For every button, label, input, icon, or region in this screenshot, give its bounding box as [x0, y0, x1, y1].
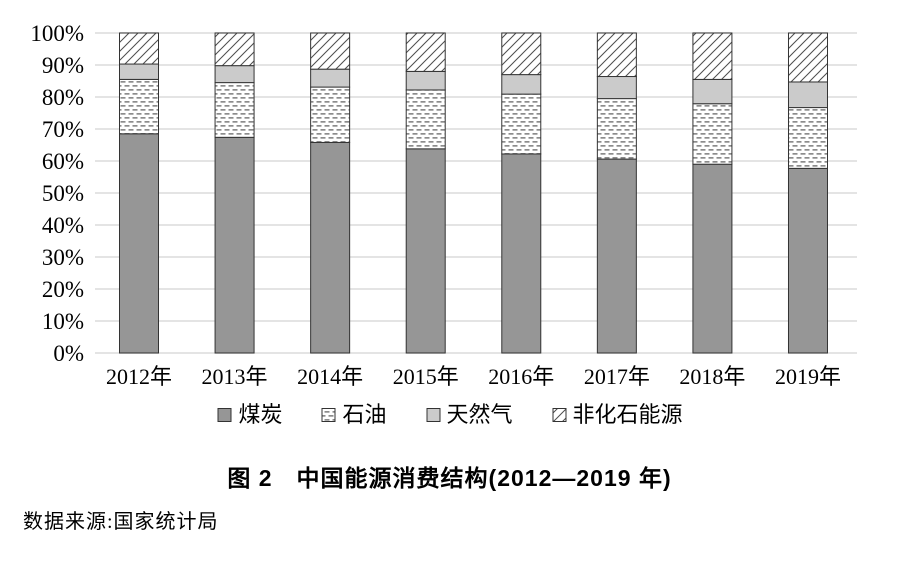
bar-segment-石油-2019年	[787, 107, 828, 169]
bar-segment-非化石能源-2015年	[405, 32, 446, 72]
legend-swatch-solid-lightgray	[426, 408, 440, 422]
bar-segment-天然气-2015年	[405, 70, 446, 91]
bar-segment-天然气-2013年	[214, 65, 255, 84]
y-axis-tick-label: 0%	[53, 341, 84, 366]
legend-item-煤炭: 煤炭	[216, 404, 282, 426]
bar-segment-非化石能源-2017年	[596, 32, 637, 78]
x-axis-tick-label: 2015年	[393, 364, 459, 389]
bar-segment-石油-2016年	[501, 93, 542, 155]
legend-label: 天然气	[446, 402, 513, 427]
x-axis-tick-label: 2019年	[775, 364, 841, 389]
y-axis-tick-label: 80%	[42, 85, 84, 110]
bar-segment-非化石能源-2014年	[310, 32, 351, 70]
legend-swatch-rect	[321, 408, 336, 422]
legend-swatch-solid-gray	[217, 408, 232, 422]
y-axis-tick-label: 100%	[30, 21, 84, 46]
legend-item-石油: 石油	[320, 402, 387, 427]
stacked-bar-chart: 0%10%20%30%40%50%60%70%80%90%100% 2012年 2…	[30, 21, 857, 389]
legend-label: 煤炭	[238, 402, 283, 427]
bars	[119, 32, 828, 354]
y-axis-tick-label: 90%	[42, 53, 84, 78]
bar-segment-非化石能源-2012年	[119, 32, 159, 65]
y-axis-tick-label: 20%	[42, 277, 84, 302]
y-axis-tick-label: 30%	[42, 245, 84, 270]
y-axis-tick-label: 70%	[42, 117, 84, 142]
bar-segment-煤炭-2012年	[119, 133, 159, 354]
y-axis-tick-label: 10%	[42, 309, 84, 334]
bar-segment-天然气-2018年	[692, 78, 733, 105]
bar-segment-煤炭-2015年	[405, 148, 446, 354]
bar-segment-石油-2017年	[596, 98, 637, 160]
bar-segment-天然气-2017年	[596, 76, 637, 100]
bar-segment-天然气-2019年	[787, 81, 828, 109]
bar-segment-煤炭-2019年	[787, 167, 828, 354]
bar-segment-石油-2013年	[214, 82, 255, 138]
x-axis-tick-label: 2018年	[679, 364, 745, 389]
legend-label: 石油	[342, 402, 387, 427]
data-source: 数据来源:国家统计局	[23, 511, 219, 533]
x-axis-labels: 2012年 2013年 2014年 2015年 2016年 2017年 2018年 2019年	[106, 364, 841, 389]
bar-segment-非化石能源-2013年	[214, 32, 255, 67]
bar-segment-石油-2012年	[119, 78, 159, 135]
bar-segment-非化石能源-2019年	[787, 32, 828, 83]
bar-segment-煤炭-2014年	[310, 141, 351, 354]
bar-segment-煤炭-2018年	[692, 163, 733, 354]
x-axis-tick-label: 2017年	[584, 364, 650, 389]
bar-segment-非化石能源-2016年	[501, 32, 542, 76]
chart-legend: 煤炭 石油 天然气 非化石能源	[0, 404, 899, 426]
x-axis-tick-label: 2014年	[297, 364, 363, 389]
legend-swatch-rect	[426, 408, 440, 422]
legend-swatch-dash-pattern	[321, 408, 336, 422]
y-axis-labels: 0% 10% 20% 30% 40% 50% 60% 70% 80% 90% 100%	[30, 21, 84, 366]
bar-segment-天然气-2016年	[501, 74, 542, 95]
y-axis-tick-label: 60%	[42, 149, 84, 174]
x-axis-tick-label: 2016年	[488, 364, 554, 389]
bar-segment-天然气-2012年	[119, 63, 159, 80]
legend-item-非化石能源: 非化石能源	[551, 404, 683, 426]
bar-segment-天然气-2014年	[310, 68, 351, 88]
bar-segment-非化石能源-2018年	[692, 32, 733, 80]
bar-segment-石油-2018年	[692, 103, 733, 165]
x-axis-tick-label: 2012年	[106, 364, 172, 389]
bar-segment-煤炭-2013年	[214, 136, 255, 354]
bar-segment-煤炭-2016年	[501, 153, 542, 354]
y-axis-tick-label: 40%	[42, 213, 84, 238]
legend-swatch-rect	[217, 408, 232, 422]
gridlines	[95, 32, 857, 354]
legend-swatch-rect	[552, 408, 567, 422]
legend-label: 非化石能源	[572, 402, 683, 427]
bar-segment-石油-2015年	[405, 89, 446, 150]
bar-segment-石油-2014年	[310, 86, 351, 143]
x-axis-tick-label: 2013年	[202, 364, 268, 389]
legend-item-天然气: 天然气	[425, 404, 513, 426]
y-axis-tick-label: 50%	[42, 181, 84, 206]
legend-swatch-diagonal-hatch	[552, 408, 567, 422]
bar-segment-煤炭-2017年	[596, 158, 637, 354]
figure-caption: 图 2 中国能源消费结构(2012—2019 年)	[227, 465, 672, 491]
